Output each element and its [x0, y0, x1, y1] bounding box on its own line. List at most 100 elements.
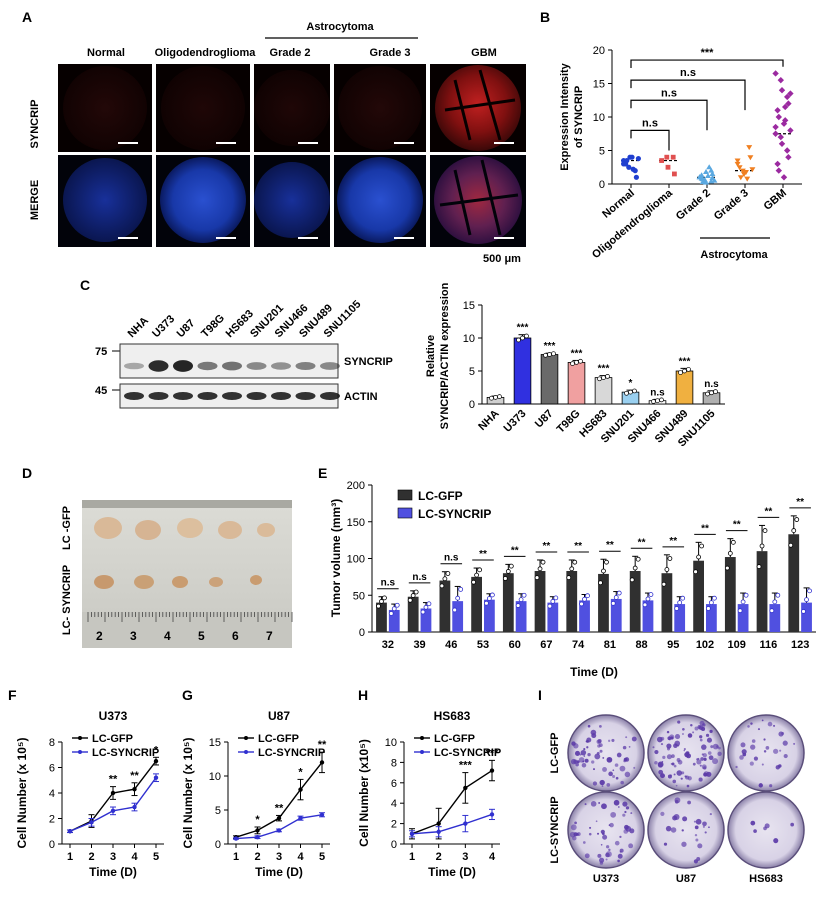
y-tick-label: 0 [49, 839, 55, 851]
data-point [699, 176, 706, 182]
replicate-point [442, 576, 448, 582]
colony [666, 743, 672, 749]
colony [598, 802, 601, 804]
replicate-point [655, 398, 660, 404]
data-point [489, 812, 495, 817]
colony [705, 733, 710, 737]
y-tick-label: 15 [593, 79, 605, 91]
bar [769, 604, 781, 632]
replicate-point [516, 337, 521, 343]
replicate-point [439, 583, 445, 589]
panel-d-photo: 2 3 4 5 6 7 LC -GFP LC- SYNCRIP [61, 500, 293, 648]
replicate-point [807, 588, 812, 594]
colony [601, 803, 607, 810]
colony [612, 769, 615, 772]
colony [747, 725, 750, 728]
replicate-point [572, 559, 578, 565]
colony [687, 776, 692, 781]
x-tick-label: 2 [88, 851, 94, 863]
colony [656, 736, 663, 743]
x-axis-label: Time (D) [255, 865, 303, 879]
marker-45: 45 [95, 385, 107, 397]
data-point [737, 175, 744, 181]
replicate-point [699, 543, 705, 549]
x-tick-label: 1 [233, 851, 239, 863]
data-point [276, 815, 282, 821]
replicate-point [578, 358, 583, 364]
colony [750, 722, 753, 725]
y-tick-label: 15 [463, 300, 475, 312]
colony [681, 829, 684, 832]
chart-title: U87 [268, 709, 290, 723]
x-tick-label: 46 [445, 639, 457, 651]
colony [594, 753, 601, 760]
x-tick-label: 2 [436, 851, 442, 863]
replicate-point [505, 569, 511, 574]
colony [605, 851, 612, 858]
colony [685, 775, 688, 778]
colony [602, 834, 608, 840]
series-line [235, 761, 323, 838]
legend-marker [78, 736, 82, 740]
colony [717, 751, 722, 756]
colony [628, 745, 631, 748]
y-tick-label: 0 [391, 839, 397, 851]
data-point [665, 164, 671, 170]
significance-label: ** [275, 802, 284, 814]
colony [704, 831, 707, 834]
y-tick-label: 100 [347, 554, 365, 566]
chart-f: 0 2 4 6 8 1 2 3 4 5 U373 Time (D) Cell Number (x 10⁵… [15, 709, 164, 879]
colony [608, 739, 611, 742]
colony [699, 764, 702, 767]
x-tick-label: 5 [319, 851, 325, 863]
colony [663, 842, 668, 846]
colony [712, 758, 719, 765]
data-point [772, 123, 779, 131]
y-tick-label: 2 [49, 814, 55, 826]
legend-marker [420, 736, 424, 740]
data-point [89, 820, 94, 825]
replicate-point [743, 592, 749, 598]
colony [660, 743, 664, 746]
replicate-point [426, 601, 432, 607]
panel-letter-a: A [22, 9, 32, 25]
colony [682, 816, 688, 822]
x-tick-label: 1 [409, 851, 415, 863]
colony [773, 838, 779, 844]
y-tick-label: 2 [391, 819, 397, 831]
data-point [629, 154, 635, 160]
blot-lane-label: U373 [150, 313, 177, 340]
replicate-point [394, 602, 400, 608]
data-point [489, 768, 495, 773]
colony [687, 751, 690, 754]
replicate-point [474, 572, 480, 578]
colony [591, 733, 597, 739]
y-tick-label: 15 [209, 737, 221, 749]
colony [587, 752, 591, 757]
replicate-point [696, 554, 702, 560]
data-point [784, 147, 791, 154]
colony [686, 784, 690, 788]
colony [572, 835, 577, 841]
replicate-point [452, 607, 458, 613]
colony [690, 723, 693, 727]
replicate-point [772, 599, 778, 605]
significance-label: *** [517, 323, 529, 334]
replicate-point [642, 602, 648, 608]
colony [696, 759, 702, 765]
x-tick-label: Normal [600, 187, 637, 221]
colony [590, 801, 597, 807]
chart-title: HS683 [434, 709, 471, 723]
colony [574, 821, 577, 825]
colony [599, 725, 602, 728]
colony [702, 821, 707, 827]
y-tick-label: 50 [353, 590, 365, 602]
colony [682, 733, 684, 735]
y-tick-label: 0 [215, 839, 221, 851]
colony [793, 742, 796, 745]
data-point [698, 172, 705, 178]
colony [695, 838, 699, 842]
syncrip-band [173, 360, 193, 372]
x-tick-label: 39 [413, 639, 425, 651]
